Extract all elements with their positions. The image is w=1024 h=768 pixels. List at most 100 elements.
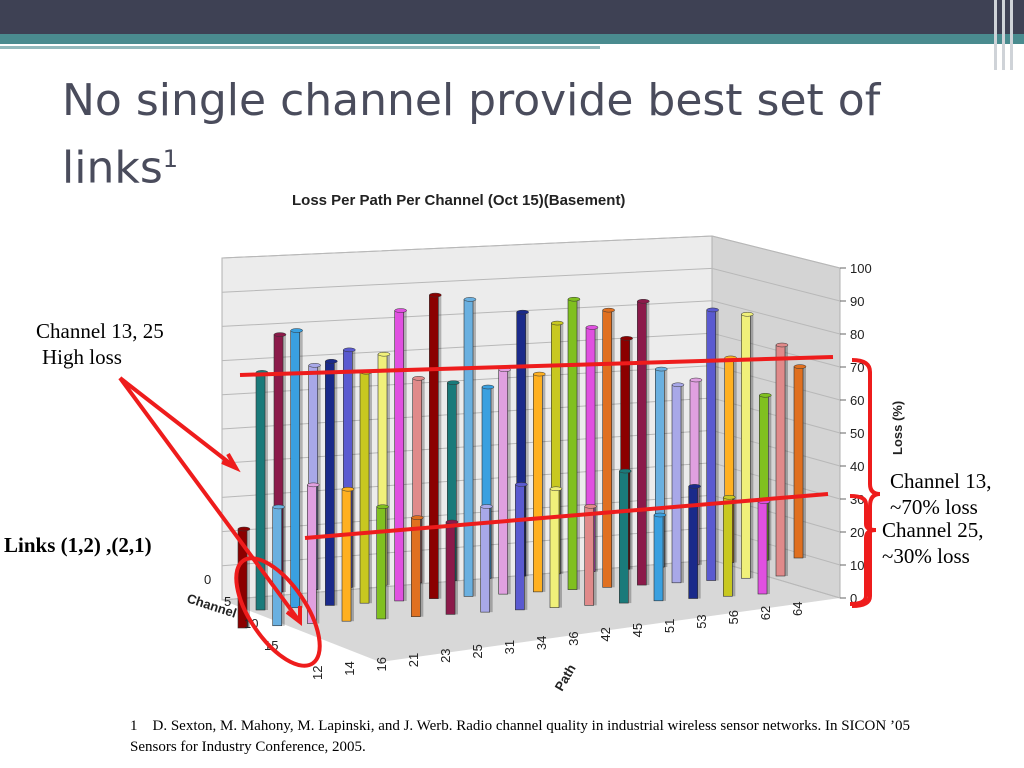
bar: [637, 299, 650, 586]
bar-shade: [489, 506, 493, 613]
low-loss-bracket: [849, 494, 877, 606]
bar: [376, 504, 389, 620]
x-tick-label: 23: [438, 648, 453, 662]
z-tick-label: 0: [204, 572, 211, 587]
bar: [602, 307, 615, 588]
bar-front: [757, 501, 768, 595]
arrow-to-channel13: [118, 376, 238, 470]
bar-top: [741, 312, 754, 317]
bar-top: [793, 364, 807, 369]
bar-front: [741, 313, 751, 579]
bar-shade: [560, 323, 564, 574]
bar-front: [325, 360, 335, 606]
y-tick-label: 100: [850, 261, 872, 276]
bar-shade: [316, 484, 320, 624]
y-tick-label: 40: [850, 459, 864, 474]
bar: [498, 367, 511, 595]
bar-top: [273, 332, 287, 337]
arrowhead-channel25: [285, 606, 302, 627]
bar-front: [775, 344, 786, 577]
chart-floor: [222, 560, 840, 662]
callout-channel13: Channel 13, ~70% loss: [890, 469, 992, 519]
bar-top: [620, 336, 633, 341]
bar: [394, 308, 407, 602]
bar-front: [723, 496, 733, 597]
bar-shade: [733, 357, 737, 563]
bar-front: [359, 371, 370, 604]
bar: [359, 369, 373, 604]
bar-top: [341, 486, 355, 492]
bar: [757, 499, 771, 595]
bar-shade: [299, 330, 303, 608]
accent-stripe-thin: [0, 46, 600, 49]
bar-shade: [473, 299, 476, 597]
bar-top: [480, 504, 493, 509]
bar-top: [463, 297, 477, 302]
bar-front: [637, 300, 647, 586]
bar-shade: [767, 501, 770, 594]
bar-front: [376, 506, 386, 620]
x-axis-label: Path: [552, 662, 579, 694]
bar-shade: [525, 312, 529, 577]
bar: [480, 504, 493, 613]
links-highlight-ellipse: [234, 556, 322, 668]
bar-top: [307, 482, 320, 488]
bar-top: [637, 299, 650, 304]
bar: [775, 342, 789, 577]
bar-shade: [455, 522, 458, 615]
bar-top: [515, 482, 528, 487]
bar-top: [377, 351, 391, 357]
high-loss-bracket: [851, 358, 881, 608]
gridline: [221, 235, 841, 269]
bar: [706, 307, 719, 581]
arrowhead-channel13: [221, 453, 241, 473]
bar-front: [394, 310, 404, 602]
bar: [341, 486, 355, 622]
bar-shade: [768, 395, 772, 561]
bar: [671, 382, 685, 584]
bar-front: [463, 299, 474, 597]
bar-front: [793, 366, 804, 559]
bar-front: [498, 369, 508, 595]
bar-top: [272, 504, 285, 510]
x-tick-label: 42: [598, 627, 613, 641]
bar-top: [706, 307, 719, 313]
x-tick-label: 56: [726, 610, 741, 624]
bar: [445, 519, 459, 615]
gridline: [221, 267, 841, 302]
footnote: 1 D. Sexton, M. Mahony, M. Lapinski, and…: [130, 716, 950, 758]
x-tick-label: 21: [406, 653, 421, 667]
bar-top: [585, 325, 599, 330]
bar-shade: [403, 310, 407, 601]
callout-links: Links (1,2) ,(2,1): [4, 533, 152, 557]
bar-top: [619, 468, 632, 474]
bar-shade: [524, 484, 528, 610]
bar-front: [653, 514, 664, 602]
bar: [515, 482, 528, 611]
bar-shade: [317, 365, 321, 590]
callout-channel25: Channel 25, ~30% loss: [882, 518, 984, 568]
bar-top: [516, 309, 529, 315]
bar-shade: [387, 354, 390, 586]
bar-front: [445, 521, 456, 615]
bar: [619, 468, 632, 604]
bar: [325, 359, 338, 606]
bar-top: [549, 486, 563, 492]
bar-front: [567, 298, 578, 590]
low-loss-line: [304, 492, 829, 540]
x-tick-label: 14: [342, 661, 357, 675]
bar-top: [671, 382, 685, 388]
bar-shade: [628, 471, 632, 604]
bar-shade: [697, 486, 701, 599]
footnote-text: D. Sexton, M. Mahony, M. Lapinski, and J…: [130, 718, 910, 755]
bar-front: [584, 506, 594, 606]
callout-high-loss: Channel 13, 25 High loss: [36, 319, 164, 369]
bar: [411, 515, 424, 617]
bar-front: [515, 484, 525, 611]
bar-shade: [265, 372, 268, 610]
bar-top: [290, 328, 303, 333]
y-tick-label: 70: [850, 360, 864, 375]
bar-shade: [351, 489, 354, 622]
bar-shade: [369, 372, 372, 604]
x-tick-label: 16: [374, 657, 389, 671]
